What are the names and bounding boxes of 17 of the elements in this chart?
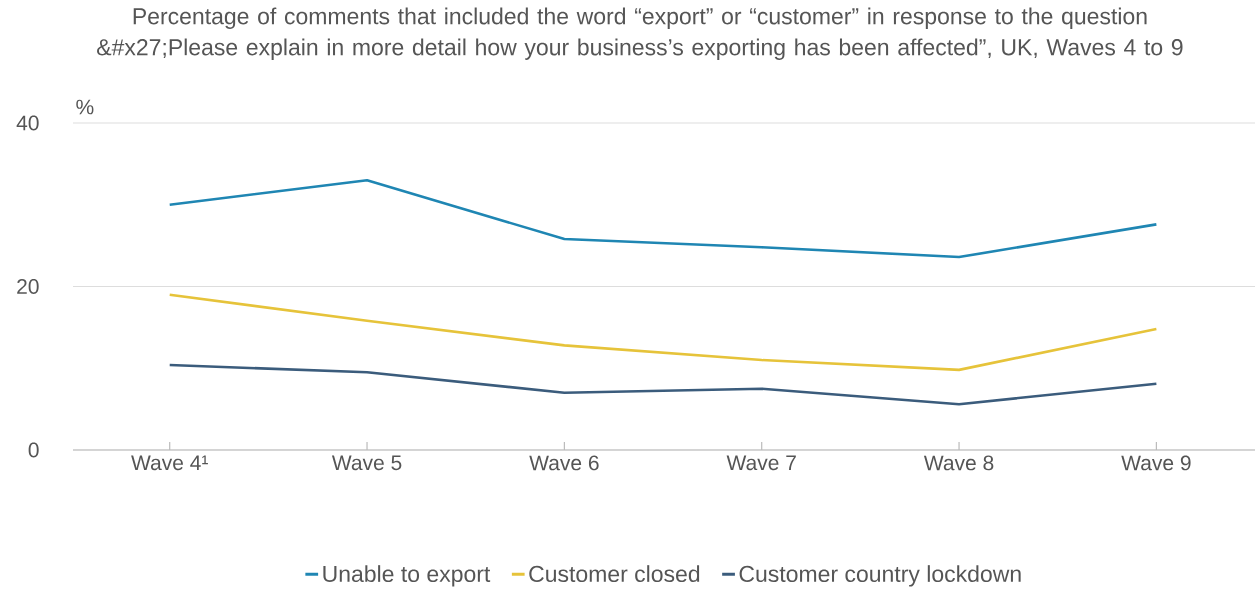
chart-title: Percentage of comments that included the word “export” or “customer” in response to the question &#x27;Please explain in more detail how your business’s exporting has been affected”, UK, Waves 4 to 9 xyxy=(97,7,1183,60)
x-tick-label: Wave 9 xyxy=(1121,455,1191,471)
line-series xyxy=(168,363,1158,406)
line-series xyxy=(168,178,1158,259)
y-tick-label: 40 xyxy=(16,115,39,131)
x-tick-label: Wave 8 xyxy=(923,455,994,471)
y-tick-label: 20 xyxy=(17,279,39,294)
line-series xyxy=(168,293,1158,372)
y-tick-label: 0 xyxy=(28,442,39,458)
x-tick-label: Wave 5 xyxy=(331,455,402,471)
x-tick-label: Wave 4¹ xyxy=(131,455,208,471)
x-tick-label: Wave 6 xyxy=(529,455,599,471)
legend-label: Customer closed xyxy=(529,565,700,583)
legend-label: Customer country lockdown xyxy=(739,565,1021,587)
x-tick-label: Wave 7 xyxy=(726,455,796,471)
y-axis-title: % xyxy=(76,99,94,115)
legend-label: Unable to export xyxy=(323,565,491,587)
